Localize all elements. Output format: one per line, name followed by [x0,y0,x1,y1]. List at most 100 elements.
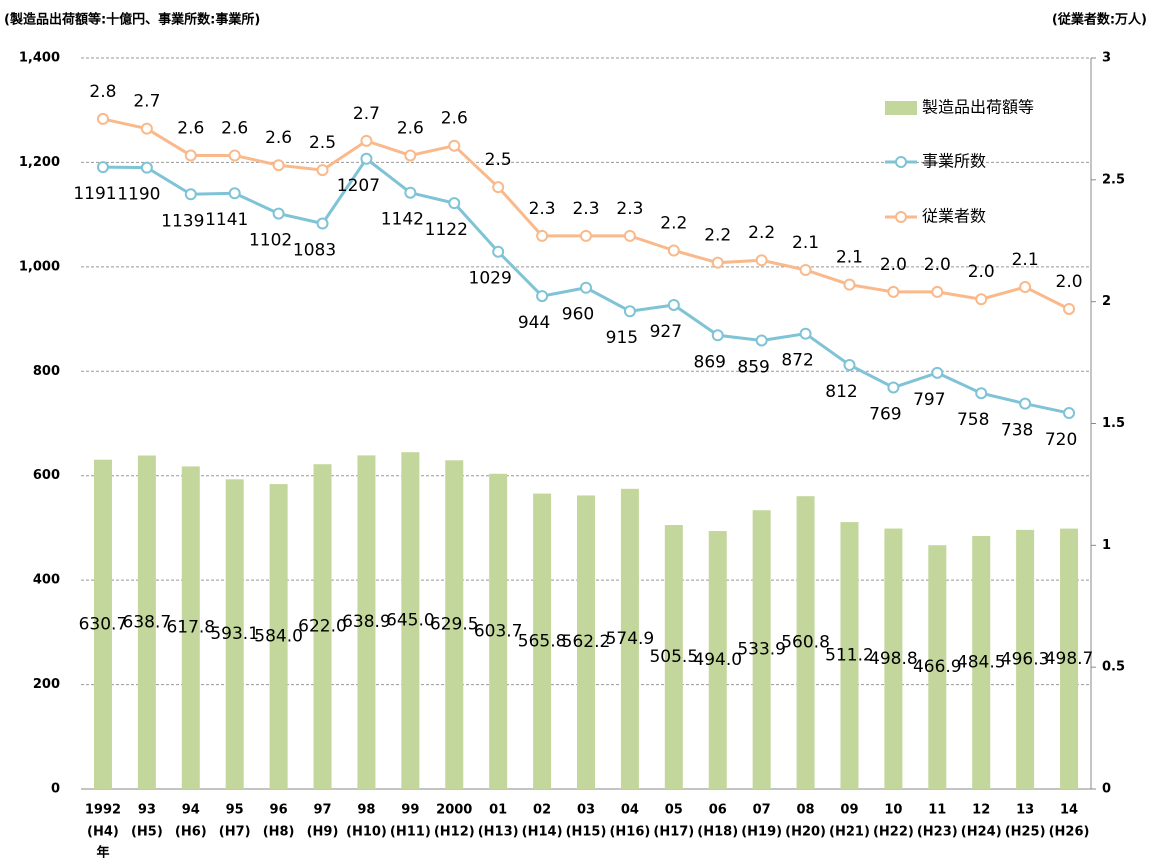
point-value-label: 2.1 [1012,250,1039,270]
marker [448,139,461,152]
marker [228,187,241,200]
x-tick-sublabel: (H18) [697,825,738,840]
bar [620,488,639,789]
marker [799,263,812,276]
marker [975,387,988,400]
legend-swatch [885,101,917,115]
point-value-label: 1207 [337,176,380,196]
point-value-label: 869 [694,352,726,372]
marker [448,197,461,210]
bar-value-label: 496.3 [1001,649,1050,669]
legend-label: 従業者数 [922,207,986,226]
x-tick-label: 94 [182,803,200,818]
legend-label: 事業所数 [922,152,986,171]
marker [711,329,724,342]
marker [316,164,329,177]
point-value-label: 2.5 [309,133,336,153]
point-value-label: 960 [562,305,594,325]
point-value-label: 944 [518,313,550,333]
x-tick-sublabel: (H9) [307,825,339,840]
bar [313,464,332,789]
point-value-label: 2.6 [177,118,204,138]
marker [887,381,900,394]
point-value-label: 2.6 [265,128,292,148]
bar-value-label: 584.0 [254,627,303,647]
x-tick-sublabel: (H8) [263,825,295,840]
y-tick-label: 1,400 [19,51,60,66]
marker [931,285,944,298]
x-tick-label: 93 [138,803,156,818]
marker [96,161,109,174]
y2-tick-label: 1.5 [1102,416,1125,431]
bar-value-label: 629.5 [430,615,479,635]
bar [928,545,947,789]
bar [137,455,156,789]
bar-value-label: 562.2 [562,632,611,652]
point-value-label: 2.6 [221,118,248,138]
marker [492,245,505,258]
marker [140,161,153,174]
marker [843,359,856,372]
point-value-label: 1191 [73,184,116,204]
bar [533,493,552,789]
point-value-label: 915 [606,328,638,348]
y-tick-label: 200 [33,677,60,692]
x-tick-label: 96 [270,803,288,818]
marker [1063,407,1076,420]
x-tick-label: 1992 [85,803,121,818]
x-tick-label: 02 [533,803,551,818]
x-tick-sublabel: (H23) [917,825,958,840]
bar-value-label: 511.2 [825,646,874,666]
marker [404,149,417,162]
x-tick-sublabel: (H4) [87,825,119,840]
marker [492,181,505,194]
y-tick-label: 1,000 [19,259,60,274]
marker [96,112,109,125]
point-value-label: 2.1 [792,233,819,253]
bar [225,479,244,789]
y-tick-label: 600 [33,468,60,483]
marker [360,152,373,165]
y2-title: (従業者数:万人) [1052,12,1147,28]
x-tick-label: 10 [884,803,902,818]
marker [755,334,768,347]
point-value-label: 2.2 [704,226,731,246]
marker [228,149,241,162]
marker [184,149,197,162]
point-value-label: 927 [650,322,682,342]
x-tick-sublabel: (H25) [1005,825,1046,840]
point-value-label: 2.0 [1056,272,1083,292]
y-tick-label: 800 [33,364,60,379]
point-value-label: 2.7 [353,104,380,124]
point-value-label: 2.3 [572,199,599,219]
bar [93,459,112,789]
bar-value-label: 565.8 [518,631,567,651]
y2-tick-label: 2.5 [1102,172,1125,187]
bar [181,466,200,789]
bar-value-label: 505.5 [649,647,698,667]
x-tick-sublabel: (H14) [522,825,563,840]
x-tick-label: 11 [928,803,946,818]
point-value-label: 2.6 [397,118,424,138]
bar-value-label: 494.0 [693,650,742,670]
x-tick-label: 99 [401,803,419,818]
point-value-label: 758 [957,410,989,430]
point-value-label: 2.1 [836,248,863,268]
bar [357,455,376,789]
bar-value-label: 617.8 [166,618,215,638]
point-value-label: 2.3 [616,199,643,219]
point-value-label: 2.7 [133,92,160,112]
x-tick-label: 2000 [436,803,472,818]
point-value-label: 1102 [249,231,292,251]
bar-value-label: 638.9 [342,612,391,632]
x-tick-label: 12 [972,803,990,818]
x-tick-sublabel: (H7) [219,825,251,840]
point-value-label: 2.0 [880,255,907,275]
x-tick-label: 95 [226,803,244,818]
point-value-label: 2.2 [660,213,687,233]
bar-value-label: 593.1 [210,624,259,644]
point-value-label: 2.5 [485,150,512,170]
bar-value-label: 645.0 [386,611,435,631]
y-tick-label: 1,200 [19,155,60,170]
